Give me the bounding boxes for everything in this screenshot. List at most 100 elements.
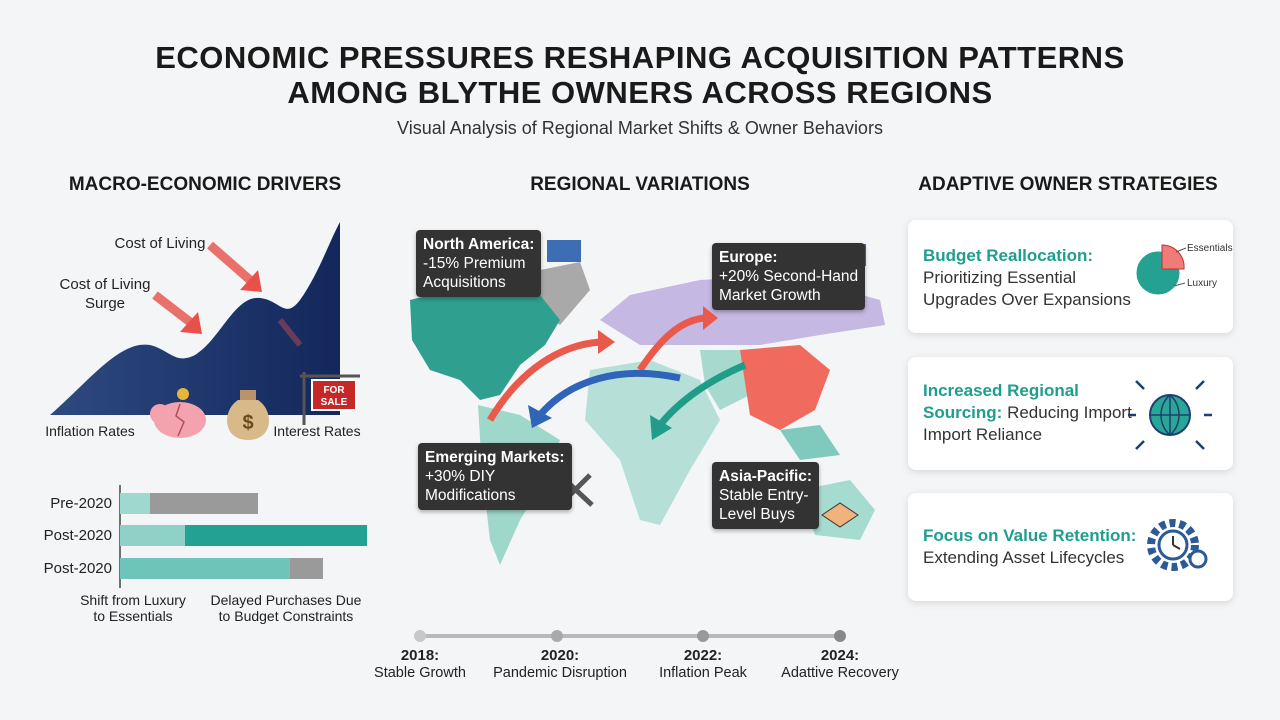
driver-label: Surge	[84, 295, 126, 312]
timeline-year: 2022:	[683, 647, 723, 664]
money-bag	[227, 400, 269, 440]
bag-neck	[240, 390, 256, 400]
bar-caption: Shift from Luxury	[80, 592, 186, 608]
small-gear	[1188, 549, 1208, 569]
driver-label: Cost of Living	[114, 235, 206, 252]
africa	[585, 360, 720, 525]
greenland	[540, 262, 590, 325]
card-text: Focus on Value Retention: Extending Asse…	[923, 525, 1138, 569]
pie-label: Luxury	[1187, 278, 1217, 289]
callout-line: Acquisitions	[423, 274, 506, 291]
clock-hands	[1172, 536, 1181, 550]
timeline-dot	[414, 630, 426, 642]
callout-line: +20% Second-Hand	[719, 268, 859, 285]
factory-icon	[547, 240, 581, 262]
callout-title: North America:	[423, 236, 535, 253]
bar-segment	[120, 525, 185, 546]
card-body: Extending Asset Lifecycles	[923, 548, 1125, 567]
asia	[740, 345, 830, 430]
callout-line: Modifications	[425, 487, 516, 504]
arrow	[277, 318, 303, 347]
gear	[1147, 519, 1199, 571]
arrow-head	[650, 415, 672, 440]
pie-label: Essentials	[1187, 243, 1233, 254]
arrow-head	[180, 312, 202, 334]
bar-caption: to Budget Constraints	[218, 608, 354, 624]
timeline-label: Stable Growth	[374, 665, 466, 681]
globe-lines	[1150, 394, 1190, 436]
flow-arrow	[657, 361, 747, 428]
arrow	[152, 291, 193, 326]
globe-icon	[1128, 380, 1212, 450]
piggy-crack	[175, 403, 185, 437]
arrow-head	[598, 330, 615, 354]
timeline-year: 2018:	[400, 647, 440, 664]
section-heading: REGIONAL VARIATIONS	[530, 174, 750, 195]
region-callout: Europe: +20% Second-Hand Market Growth	[712, 243, 866, 310]
timeline-year: 2020:	[540, 647, 580, 664]
bar-caption: Delayed Purchases Due	[210, 592, 362, 608]
flow-arrow	[637, 314, 706, 372]
subtitle: Visual Analysis of Regional Market Shift…	[397, 118, 883, 138]
bar-caption: to Essentials	[93, 608, 173, 624]
card-body: Reducing Import Import Reliance	[923, 403, 1132, 444]
card-text: Budget Reallocation: Prioritizing Essent…	[923, 245, 1138, 311]
sale-sign	[311, 379, 357, 411]
bar-segment	[120, 493, 150, 514]
arrow-head	[703, 306, 718, 330]
strategy-card: Focus on Value Retention: Extending Asse…	[908, 493, 1233, 601]
sign-text: SALE	[321, 397, 348, 408]
bar-label: Post-2020	[43, 560, 112, 577]
region-callout: North America: -15% Premium Acquisitions	[416, 230, 542, 297]
bar-segment	[120, 558, 290, 579]
card-text: Increased Regional Sourcing: Reducing Im…	[923, 380, 1138, 446]
pie-leader	[1175, 247, 1187, 253]
driver-label: Inflation Rates	[45, 423, 135, 439]
pie-leader	[1173, 282, 1186, 287]
bar-segment	[185, 525, 367, 546]
timeline-dot	[697, 630, 709, 642]
bar-label: Post-2020	[43, 527, 112, 544]
cost-mountain	[50, 222, 340, 415]
title-line: AMONG BLYTHE OWNERS ACROSS REGIONS	[287, 75, 993, 110]
north-america	[410, 285, 560, 400]
timeline-dot	[551, 630, 563, 642]
callout-line: Stable Entry-	[719, 487, 809, 504]
timeline-label: Pandemic Disruption	[493, 665, 627, 681]
callout-line: -15% Premium	[423, 255, 526, 272]
driver-label: Cost of Living	[59, 276, 151, 293]
pie-essentials	[1161, 244, 1185, 270]
timeline-year: 2024:	[820, 647, 860, 664]
handshake-icon	[821, 502, 859, 528]
piggy-head	[150, 404, 170, 424]
strategy-card: Budget Reallocation: Prioritizing Essent…	[908, 220, 1233, 333]
driver-label: Interest Rates	[273, 423, 361, 439]
arrow	[207, 241, 253, 284]
card-body: Prioritizing Essential Upgrades Over Exp…	[923, 268, 1131, 309]
callout-line: +30% DIY	[425, 468, 496, 485]
region-callout: Emerging Markets: +30% DIY Modifications	[418, 443, 572, 510]
callout-line: Level Buys	[719, 506, 795, 523]
callout-title: Asia-Pacific:	[719, 468, 813, 485]
callout-title: Europe:	[719, 249, 778, 266]
sign-text: FOR	[323, 385, 345, 396]
callout-title: Emerging Markets:	[425, 449, 565, 466]
coin	[177, 388, 189, 400]
timeline-label: Adattive Recovery	[781, 665, 899, 681]
bar-segment	[290, 558, 323, 579]
card-title: Focus on Value Retention:	[923, 526, 1137, 545]
card-title: Budget Reallocation:	[923, 246, 1094, 265]
globe-arrows	[1128, 380, 1212, 450]
southeast-asia	[780, 425, 840, 460]
bar-label: Pre-2020	[50, 495, 112, 512]
gear-icon	[1147, 519, 1208, 571]
callout-line: Market Growth	[719, 287, 821, 304]
pie-icon: Essentials Luxury	[1135, 243, 1233, 296]
timeline-dot	[834, 630, 846, 642]
strategy-card: Increased Regional Sourcing: Reducing Im…	[908, 357, 1233, 470]
flow-arrow	[537, 369, 681, 418]
arrow-head	[528, 405, 552, 428]
